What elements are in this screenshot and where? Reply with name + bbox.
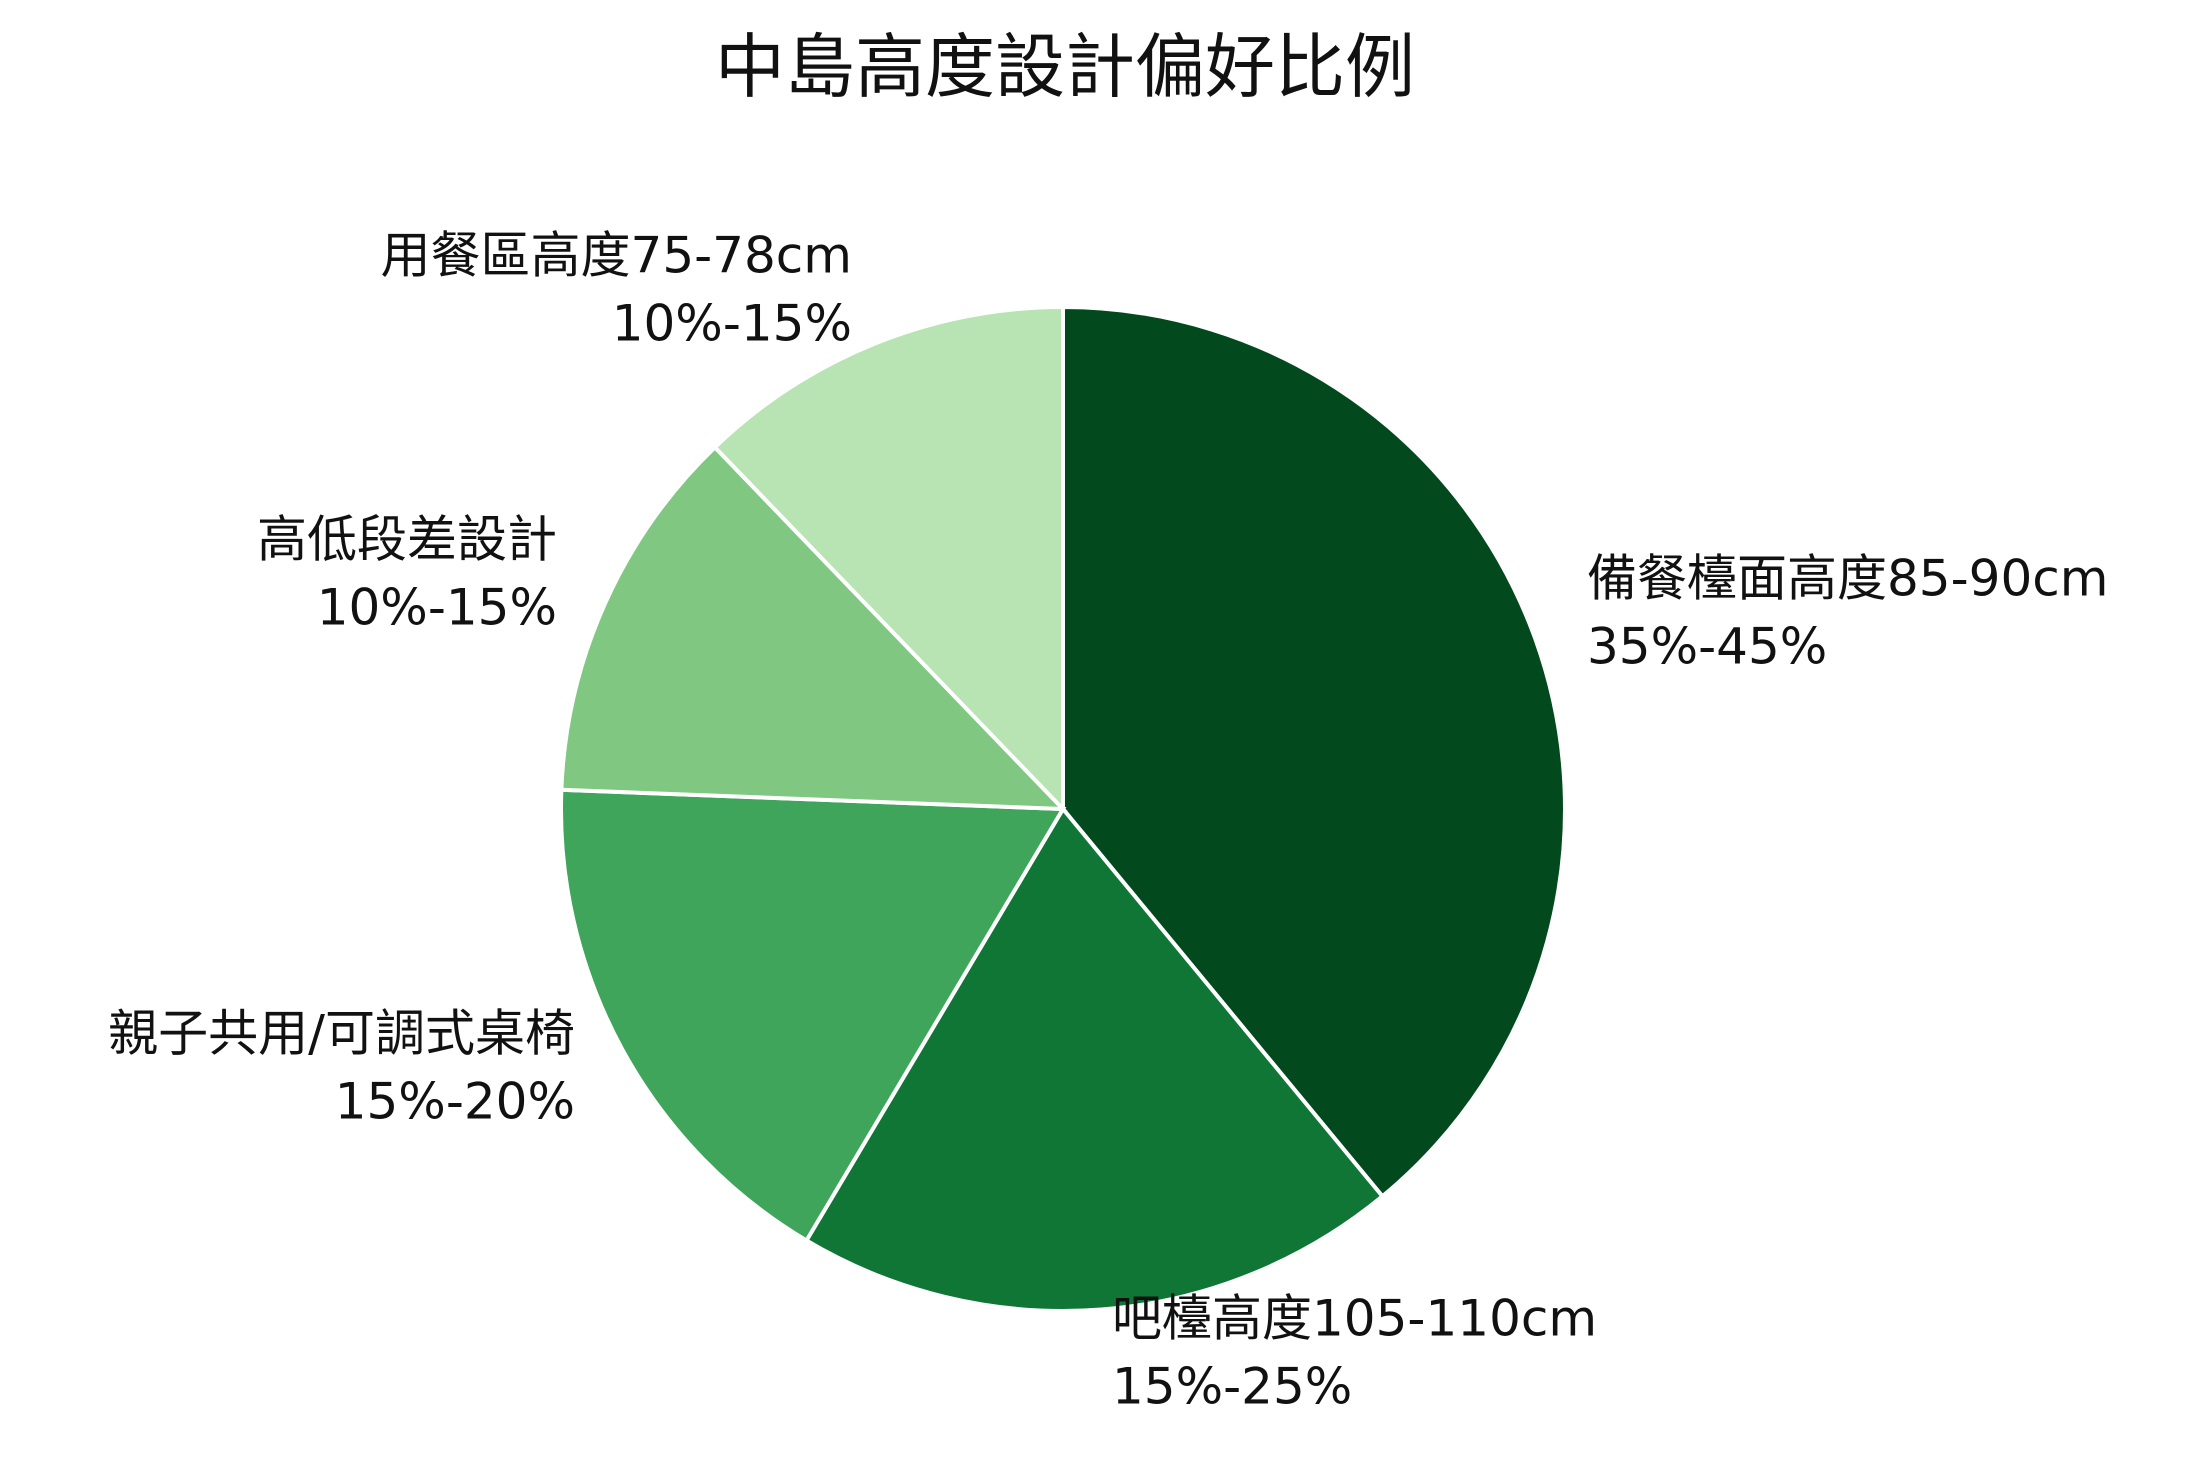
slice-value-label: 15%-20% (335, 1073, 575, 1131)
slice-label: 親子共用/可調式桌椅 (108, 1005, 575, 1063)
slice-value-label: 15%-25% (1112, 1358, 1352, 1416)
slice-value-label: 10%-15% (612, 295, 852, 353)
pie-slice (559, 444, 1068, 812)
pie-slice (803, 805, 1386, 1313)
pie-slice (712, 304, 1065, 814)
slice-label: 高低段差設計 (257, 511, 557, 569)
slice-value-label: 35%-45% (1587, 618, 1827, 676)
slice-label: 用餐區高度75-78cm (381, 227, 852, 285)
chart-title: 中島高度設計偏好比例 (715, 26, 1415, 108)
pie-slice (559, 787, 1067, 1244)
slice-label: 備餐檯面高度85-90cm (1587, 550, 2108, 608)
slice-label: 吧檯高度105-110cm (1112, 1290, 1597, 1348)
slice-value-label: 10%-15% (317, 579, 557, 637)
pie-slice (1061, 304, 1567, 1200)
